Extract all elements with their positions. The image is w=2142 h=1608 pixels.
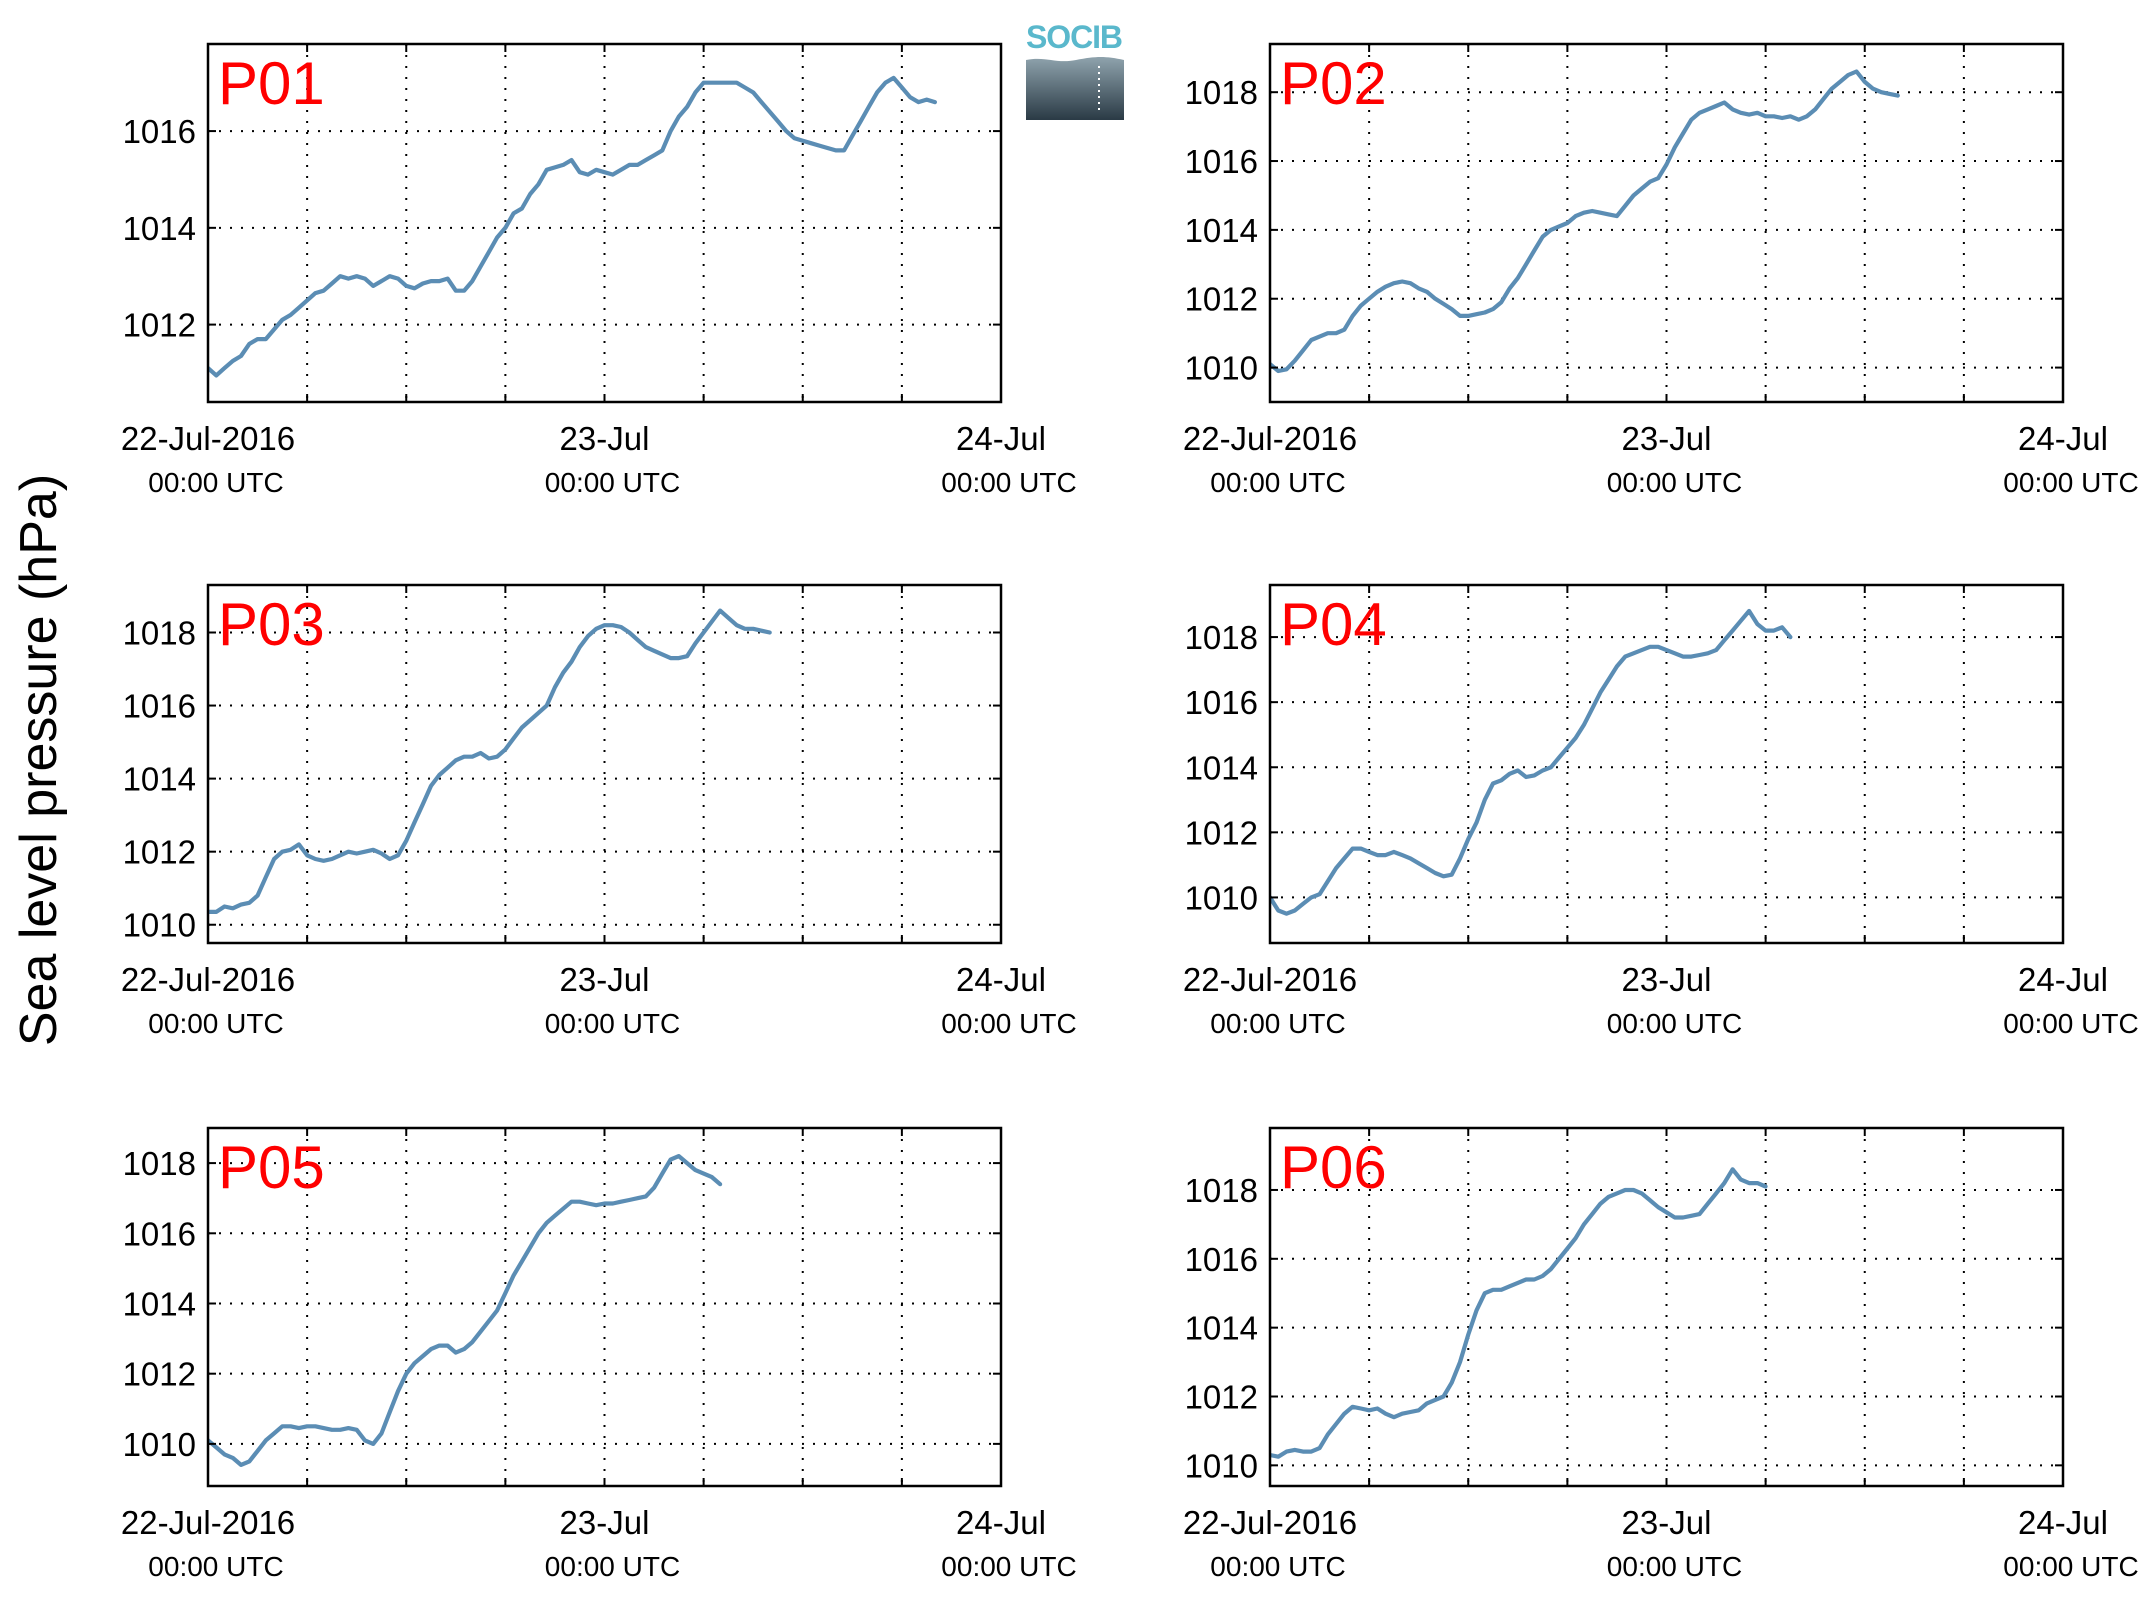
socib-logo: SOCIB — [1026, 19, 1124, 120]
y-tick-label: 1016 — [123, 113, 196, 150]
series-line — [1270, 1167, 1768, 1459]
panel-title: P03 — [218, 591, 325, 658]
x-tick-label: 24-Jul — [2018, 961, 2108, 998]
chart-panel-5: 1010 1012 1014 1016 1018 22-Jul-2016 00:00 UTC… — [121, 1126, 1077, 1582]
series-line — [208, 1153, 723, 1468]
y-tick-label: 1010 — [1185, 1447, 1258, 1484]
series-line — [208, 75, 938, 378]
x-tick-sublabel: 00:00 UTC — [1607, 467, 1742, 498]
y-tick-label: 1014 — [123, 761, 196, 798]
x-tick-sublabel: 00:00 UTC — [545, 1551, 680, 1582]
x-tick-label: 22-Jul-2016 — [121, 961, 295, 998]
series-line — [1270, 608, 1793, 916]
x-tick-sublabel: 00:00 UTC — [941, 467, 1076, 498]
x-tick-sublabel: 00:00 UTC — [2003, 1008, 2138, 1039]
y-tick-label: 1012 — [123, 834, 196, 871]
y-tick-label: 1018 — [1185, 1172, 1258, 1209]
chart-panel-6: 1010 1012 1014 1016 1018 22-Jul-2016 00:00 UTC… — [1183, 1126, 2139, 1582]
series-line — [1270, 69, 1900, 374]
axes-frame — [1268, 583, 2065, 945]
axes-frame — [1268, 42, 2065, 404]
x-tick-sublabel: 00:00 UTC — [1210, 1551, 1345, 1582]
x-tick-label: 22-Jul-2016 — [121, 420, 295, 457]
y-tick-label: 1016 — [123, 1215, 196, 1252]
chart-panel-4: 1010 1012 1014 1016 1018 22-Jul-2016 00:00 UTC… — [1183, 583, 2139, 1039]
y-tick-label: 1010 — [1185, 350, 1258, 387]
x-tick-sublabel: 00:00 UTC — [1607, 1008, 1742, 1039]
y-tick-label: 1014 — [123, 210, 196, 247]
y-tick-label: 1014 — [1185, 749, 1258, 786]
y-tick-label: 1014 — [1185, 212, 1258, 249]
panel-title: P05 — [218, 1134, 325, 1201]
y-tick-label: 1012 — [123, 307, 196, 344]
x-tick-label: 24-Jul — [956, 1504, 1046, 1541]
x-tick-label: 22-Jul-2016 — [1183, 420, 1357, 457]
x-tick-label: 24-Jul — [956, 961, 1046, 998]
x-tick-label: 22-Jul-2016 — [1183, 961, 1357, 998]
x-tick-label: 23-Jul — [560, 961, 650, 998]
x-tick-label: 24-Jul — [2018, 1504, 2108, 1541]
x-tick-sublabel: 00:00 UTC — [148, 467, 283, 498]
x-tick-label: 23-Jul — [1622, 420, 1712, 457]
y-tick-label: 1014 — [123, 1285, 196, 1322]
panel-title: P04 — [1280, 591, 1387, 658]
x-tick-sublabel: 00:00 UTC — [148, 1008, 283, 1039]
y-tick-label: 1014 — [1185, 1310, 1258, 1347]
y-tick-label: 1012 — [1185, 281, 1258, 318]
x-tick-label: 23-Jul — [560, 1504, 650, 1541]
y-tick-label: 1010 — [123, 907, 196, 944]
y-tick-label: 1018 — [123, 614, 196, 651]
x-tick-label: 23-Jul — [1622, 961, 1712, 998]
chart-panel-3: 1010 1012 1014 1016 1018 22-Jul-2016 00:00 UTC… — [121, 583, 1077, 1039]
axes-frame — [206, 42, 1003, 404]
series-line — [208, 608, 772, 915]
y-tick-label: 1012 — [1185, 814, 1258, 851]
y-tick-label: 1016 — [1185, 684, 1258, 721]
x-tick-sublabel: 00:00 UTC — [941, 1551, 1076, 1582]
axes-frame — [206, 1126, 1003, 1488]
x-tick-label: 24-Jul — [2018, 420, 2108, 457]
x-tick-label: 22-Jul-2016 — [121, 1504, 295, 1541]
x-tick-sublabel: 00:00 UTC — [2003, 1551, 2138, 1582]
panel-title: P01 — [218, 50, 325, 117]
panel-title: P06 — [1280, 1134, 1387, 1201]
chart-panel-2: 1010 1012 1014 1016 1018 22-Jul-2016 00:00 UTC… — [1183, 42, 2139, 498]
y-tick-label: 1010 — [123, 1426, 196, 1463]
y-tick-label: 1018 — [123, 1145, 196, 1182]
chart-panel-1: 1012 1014 1016 22-Jul-2016 00:00 UTC 23-Jul 00… — [121, 42, 1077, 498]
y-tick-label: 1012 — [123, 1356, 196, 1393]
x-tick-sublabel: 00:00 UTC — [1607, 1551, 1742, 1582]
x-tick-label: 23-Jul — [560, 420, 650, 457]
x-tick-label: 22-Jul-2016 — [1183, 1504, 1357, 1541]
x-tick-label: 23-Jul — [1622, 1504, 1712, 1541]
x-tick-sublabel: 00:00 UTC — [2003, 467, 2138, 498]
x-tick-sublabel: 00:00 UTC — [941, 1008, 1076, 1039]
logo-text: SOCIB — [1026, 19, 1124, 55]
y-tick-label: 1018 — [1185, 619, 1258, 656]
y-axis-label: Sea level pressure (hPa) — [10, 474, 68, 1046]
x-tick-label: 24-Jul — [956, 420, 1046, 457]
y-tick-label: 1016 — [1185, 1241, 1258, 1278]
y-tick-label: 1018 — [1185, 74, 1258, 111]
y-tick-label: 1016 — [123, 688, 196, 725]
y-tick-label: 1016 — [1185, 143, 1258, 180]
x-tick-sublabel: 00:00 UTC — [545, 467, 680, 498]
x-tick-sublabel: 00:00 UTC — [545, 1008, 680, 1039]
x-tick-sublabel: 00:00 UTC — [1210, 1008, 1345, 1039]
y-tick-label: 1012 — [1185, 1379, 1258, 1416]
axes-frame — [1268, 1126, 2065, 1488]
x-tick-sublabel: 00:00 UTC — [1210, 467, 1345, 498]
y-tick-label: 1010 — [1185, 879, 1258, 916]
x-tick-sublabel: 00:00 UTC — [148, 1551, 283, 1582]
panel-title: P02 — [1280, 50, 1387, 117]
axes-frame — [206, 583, 1003, 945]
